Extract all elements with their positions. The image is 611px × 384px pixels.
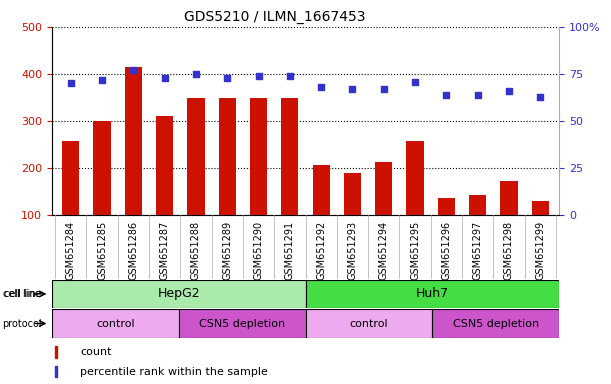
Text: count: count (80, 347, 112, 357)
Point (191, 71, 201, 77)
Bar (500, 181, 518, 215)
Text: GSM651284: GSM651284 (66, 220, 76, 280)
Bar (437, 197, 455, 215)
Point (159, 75, 169, 81)
Text: cell line: cell line (4, 289, 42, 299)
Text: cell line: cell line (2, 289, 40, 299)
Bar (125, 67, 142, 215)
Text: GSM651292: GSM651292 (316, 220, 326, 280)
Point (379, 86, 389, 92)
Text: GSM651290: GSM651290 (254, 220, 263, 280)
Point (66, 80, 76, 86)
Text: CSN5 depletion: CSN5 depletion (199, 318, 285, 329)
Text: protocol: protocol (2, 318, 42, 329)
Point (442, 92, 452, 98)
Text: GDS5210 / ILMN_1667453: GDS5210 / ILMN_1667453 (184, 10, 366, 23)
Point (504, 88, 514, 94)
Bar (375, 162, 392, 215)
Text: percentile rank within the sample: percentile rank within the sample (80, 367, 268, 377)
Point (535, 94, 545, 100)
Bar (469, 195, 486, 215)
Text: CSN5 depletion: CSN5 depletion (453, 318, 539, 329)
Bar (56, 366, 57, 377)
Text: GSM651285: GSM651285 (97, 220, 107, 280)
Bar (179, 309, 306, 338)
Bar (93, 121, 111, 215)
Bar (406, 141, 423, 215)
Text: GSM651288: GSM651288 (191, 220, 201, 280)
Bar (188, 98, 205, 215)
Text: GSM651286: GSM651286 (128, 220, 138, 280)
Bar (56, 346, 57, 358)
Point (222, 75, 232, 81)
Text: GSM651291: GSM651291 (285, 220, 295, 280)
Point (97, 76, 107, 83)
Bar (532, 201, 549, 215)
Text: control: control (96, 318, 134, 329)
Point (348, 86, 357, 92)
Bar (52, 309, 179, 338)
Text: GSM651299: GSM651299 (535, 220, 545, 280)
Text: GSM651295: GSM651295 (410, 220, 420, 280)
Text: GSM651296: GSM651296 (441, 220, 452, 280)
Bar (306, 309, 433, 338)
Bar (306, 280, 559, 308)
Bar (250, 98, 267, 215)
Text: GSM651293: GSM651293 (348, 220, 357, 280)
Bar (62, 141, 79, 215)
Point (128, 67, 138, 73)
Text: GSM651297: GSM651297 (473, 220, 483, 280)
Point (316, 84, 326, 90)
Bar (281, 98, 298, 215)
Point (254, 73, 263, 79)
Bar (313, 165, 330, 215)
Text: GSM651298: GSM651298 (504, 220, 514, 280)
Bar (344, 173, 361, 215)
Text: HepG2: HepG2 (158, 288, 200, 300)
Text: control: control (349, 318, 388, 329)
Text: GSM651287: GSM651287 (159, 220, 170, 280)
Text: Huh7: Huh7 (415, 288, 449, 300)
Text: GSM651289: GSM651289 (222, 220, 232, 280)
Point (285, 73, 295, 79)
Bar (156, 116, 174, 215)
Point (410, 78, 420, 84)
Bar (219, 98, 236, 215)
Bar (433, 309, 559, 338)
Point (473, 92, 483, 98)
Bar (52, 280, 306, 308)
Text: GSM651294: GSM651294 (379, 220, 389, 280)
